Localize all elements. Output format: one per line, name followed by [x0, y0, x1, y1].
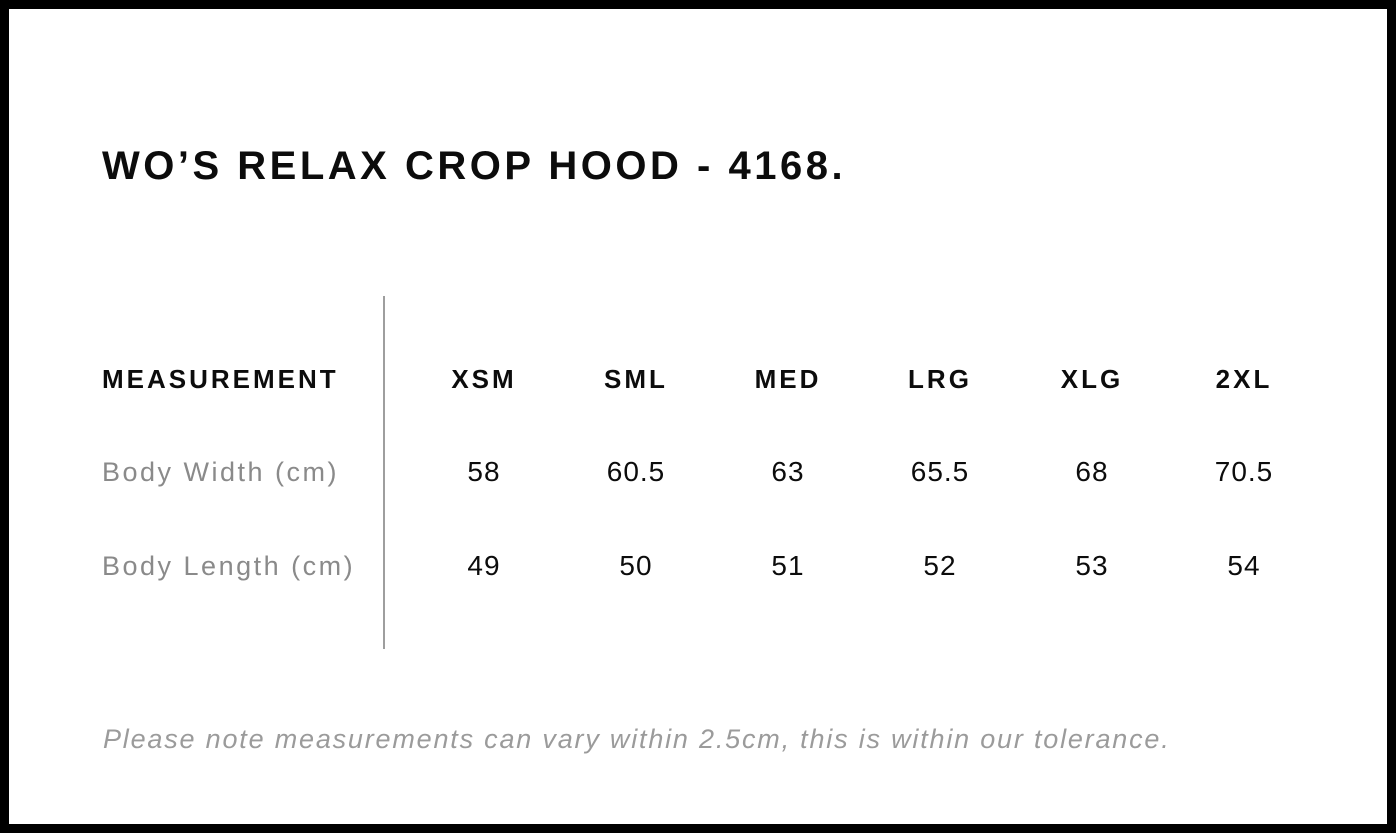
- size-value: 58: [467, 456, 501, 487]
- size-value: 70.5: [1214, 456, 1274, 487]
- size-value: 54: [1227, 550, 1261, 581]
- size-value: 49: [467, 550, 501, 581]
- size-column-header-med: MED: [754, 364, 822, 394]
- row-label: Body Length (cm): [102, 550, 356, 581]
- size-column-header-sml: SML: [604, 364, 668, 394]
- size-chart-header-row: MEASUREMENT XSM SML MED LRG XLG 2XL: [102, 366, 1320, 392]
- size-value: 63: [771, 456, 805, 487]
- size-value: 51: [771, 550, 805, 581]
- size-value: 52: [923, 550, 957, 581]
- body-width-row: Body Width (cm) 58 60.5 63 65.5 68 70.5: [102, 458, 1320, 486]
- size-value: 53: [1075, 550, 1109, 581]
- size-value: 50: [619, 550, 653, 581]
- size-column-header-2xl: 2XL: [1215, 364, 1273, 394]
- body-length-row: Body Length (cm) 49 50 51 52 53 54: [102, 552, 1320, 580]
- size-column-header-xlg: XLG: [1060, 364, 1124, 394]
- size-column-header-xsm: XSM: [451, 364, 517, 394]
- measurement-column-header: MEASUREMENT: [102, 364, 339, 394]
- column-divider-line: [383, 296, 385, 649]
- size-value: 65.5: [910, 456, 970, 487]
- size-column-header-lrg: LRG: [908, 364, 972, 394]
- size-value: 60.5: [606, 456, 666, 487]
- tolerance-note: Please note measurements can vary within…: [103, 724, 1171, 754]
- page-title: WO’S RELAX CROP HOOD - 4168.: [102, 143, 847, 188]
- row-label: Body Width (cm): [102, 456, 340, 487]
- size-value: 68: [1075, 456, 1109, 487]
